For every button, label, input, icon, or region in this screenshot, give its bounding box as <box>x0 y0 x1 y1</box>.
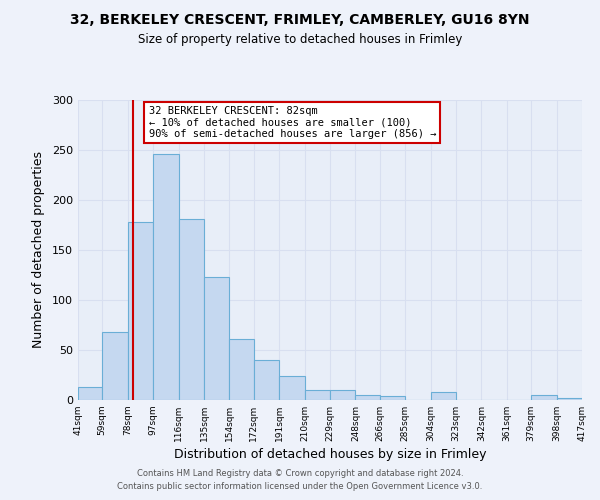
Text: Contains public sector information licensed under the Open Government Licence v3: Contains public sector information licen… <box>118 482 482 491</box>
Bar <box>153 154 179 400</box>
Bar <box>204 277 229 400</box>
Bar <box>531 395 557 400</box>
Text: Contains HM Land Registry data © Crown copyright and database right 2024.: Contains HM Land Registry data © Crown c… <box>137 468 463 477</box>
Bar <box>330 390 355 400</box>
Bar <box>179 219 204 400</box>
Text: Size of property relative to detached houses in Frimley: Size of property relative to detached ho… <box>138 32 462 46</box>
Bar <box>229 339 254 400</box>
Bar <box>305 390 330 400</box>
Bar <box>78 387 102 400</box>
Text: 32, BERKELEY CRESCENT, FRIMLEY, CAMBERLEY, GU16 8YN: 32, BERKELEY CRESCENT, FRIMLEY, CAMBERLE… <box>70 12 530 26</box>
Bar <box>380 396 405 400</box>
Bar <box>557 398 582 400</box>
Bar <box>102 332 128 400</box>
Bar <box>254 360 279 400</box>
Bar <box>431 392 456 400</box>
Bar <box>279 376 305 400</box>
Y-axis label: Number of detached properties: Number of detached properties <box>32 152 45 348</box>
Bar <box>355 395 380 400</box>
Text: 32 BERKELEY CRESCENT: 82sqm
← 10% of detached houses are smaller (100)
90% of se: 32 BERKELEY CRESCENT: 82sqm ← 10% of det… <box>149 106 436 139</box>
Bar <box>128 222 153 400</box>
X-axis label: Distribution of detached houses by size in Frimley: Distribution of detached houses by size … <box>174 448 486 461</box>
